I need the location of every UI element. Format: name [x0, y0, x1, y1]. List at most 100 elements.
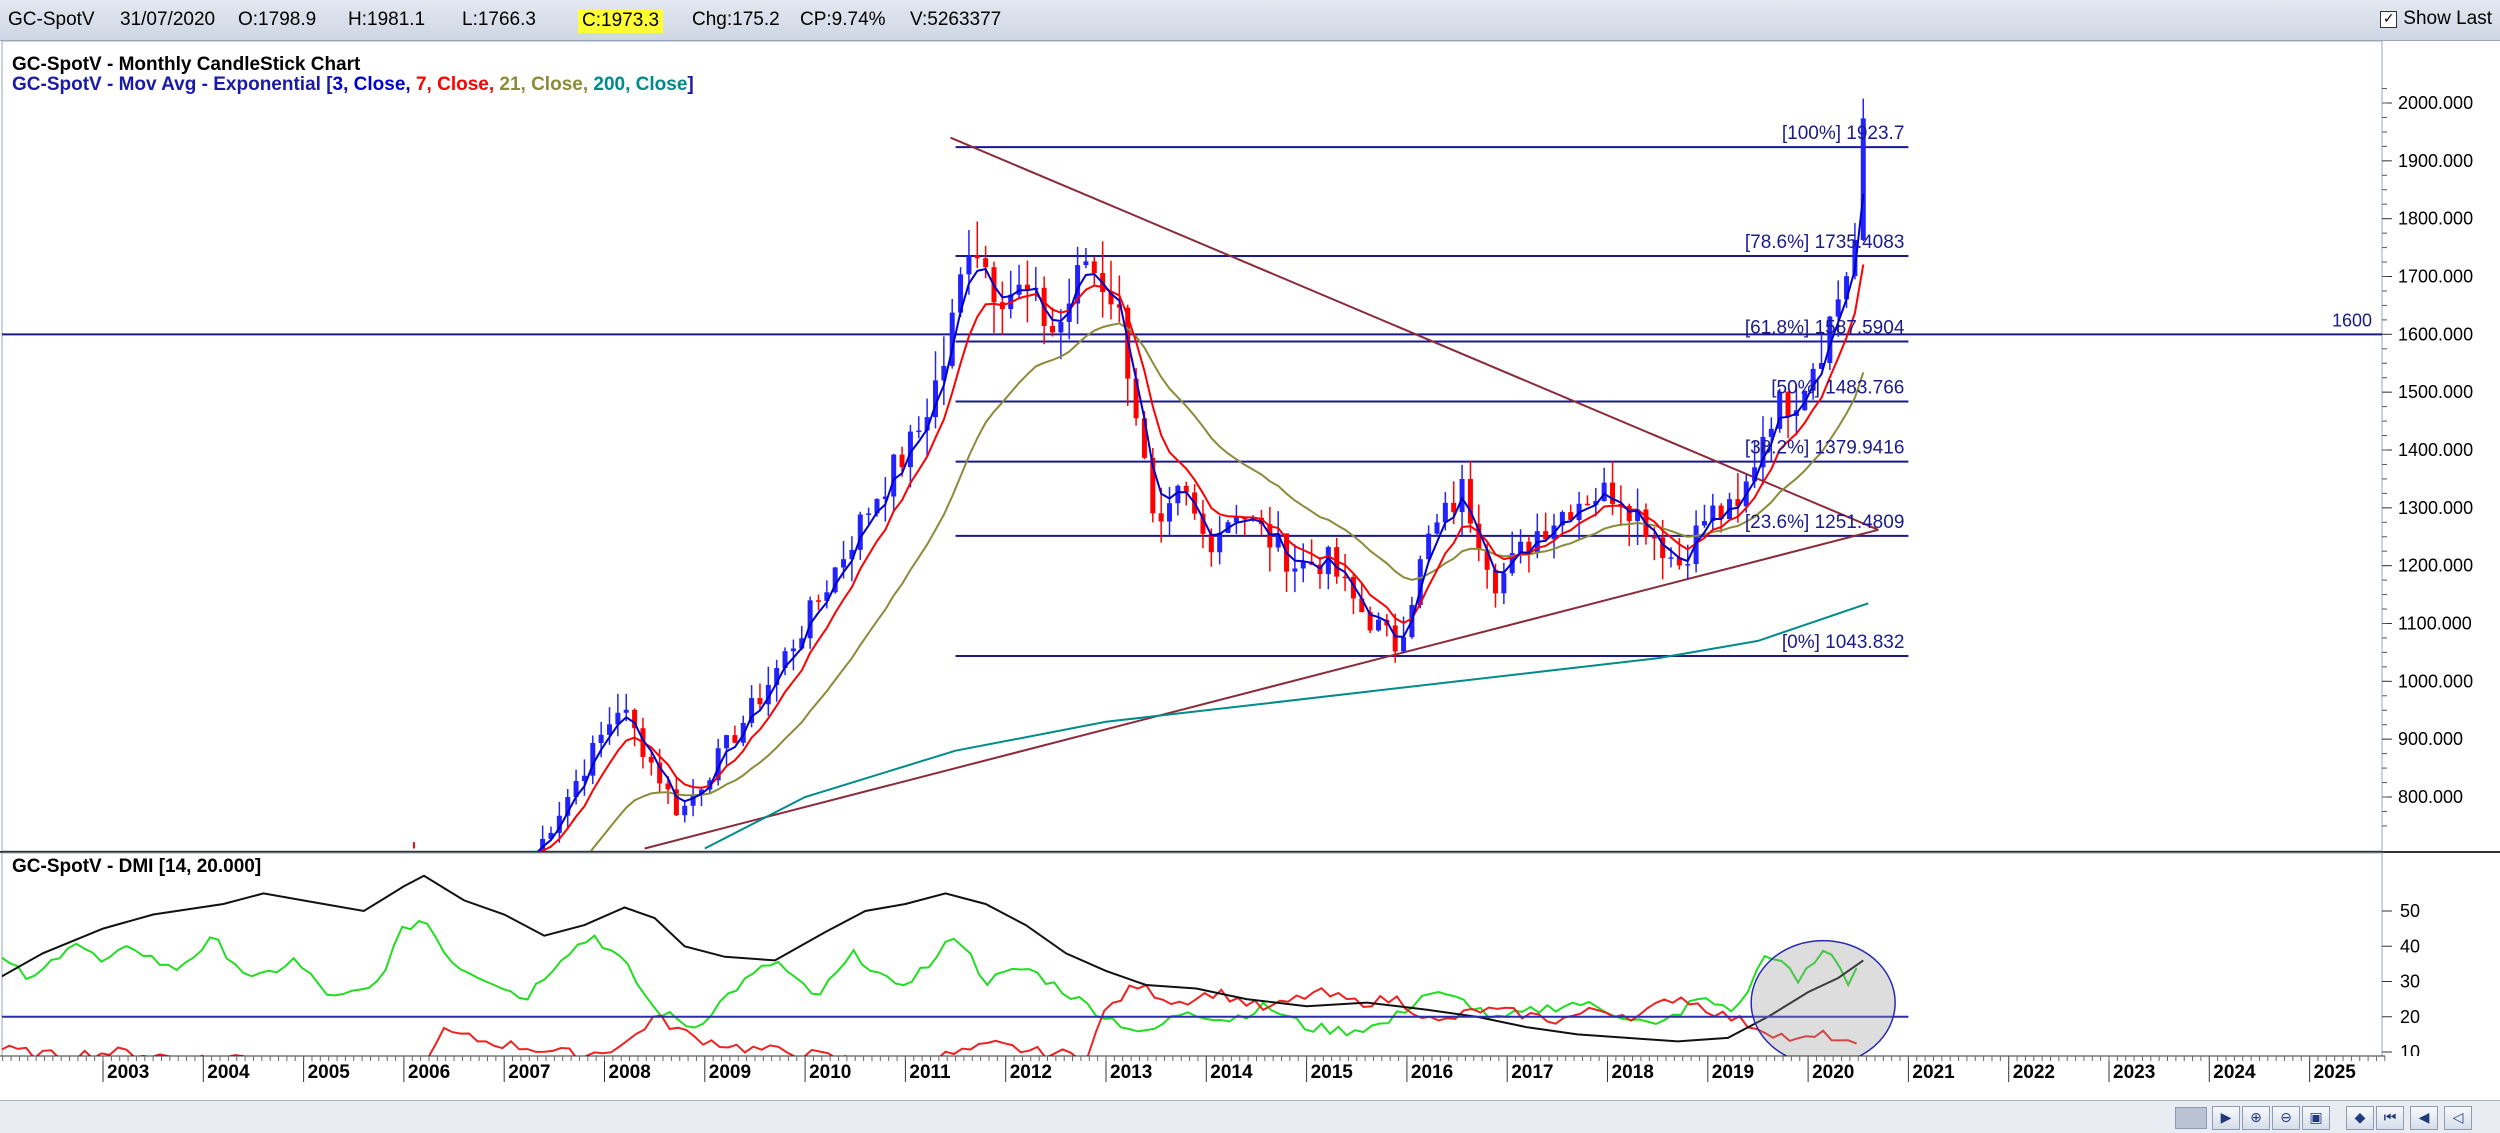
- candle-body: [673, 789, 679, 816]
- show-last-toggle[interactable]: ✓ Show Last: [2380, 8, 2492, 30]
- fib-level-label: [50%] 1483.766: [1771, 378, 1904, 399]
- candle-body: [632, 709, 638, 729]
- candle-body: [1350, 576, 1356, 599]
- show-last-checkbox[interactable]: ✓: [2380, 10, 2398, 28]
- candle-body: [732, 735, 738, 743]
- candle-body: [1818, 362, 1824, 369]
- change-pct-value: CP:9.74%: [800, 9, 886, 30]
- candle-body: [690, 795, 696, 806]
- candle-body: [1610, 482, 1616, 504]
- price-panel[interactable]: 800.000 900.000 1000.000 1100.000 1200.000 13…: [0, 41, 2500, 883]
- di-plus-line: [2, 919, 1858, 1037]
- candle-body: [1417, 559, 1423, 605]
- adx-line: [2, 874, 1864, 1043]
- x-axis-strip: [0, 1056, 2500, 1100]
- candle-body: [1785, 391, 1791, 417]
- price-y-tick-label: 800.000: [2398, 787, 2463, 807]
- candle-body: [966, 255, 972, 275]
- ema-legend-item: 200, Close: [593, 74, 688, 95]
- candle-body: [757, 698, 763, 705]
- candle-body: [1718, 505, 1724, 520]
- candle-body: [1568, 512, 1574, 521]
- fit-icon[interactable]: ◆: [2346, 1106, 2374, 1130]
- dmi-y-tick-label: 30: [2400, 972, 2420, 992]
- candle-body: [1208, 533, 1214, 553]
- candle-body: [1559, 512, 1565, 526]
- candle-body: [1108, 292, 1114, 305]
- candle-body: [916, 430, 922, 433]
- ema3-line: [537, 193, 1865, 851]
- candle-body: [665, 783, 671, 790]
- step-forward-icon[interactable]: ◁: [2444, 1106, 2472, 1130]
- candle-body: [648, 756, 654, 763]
- candle-body: [807, 600, 813, 639]
- candle-body: [815, 600, 821, 602]
- candle-body: [623, 709, 629, 713]
- show-last-label: Show Last: [2403, 8, 2492, 29]
- candle-body: [774, 668, 780, 685]
- candle-body: [1844, 276, 1850, 300]
- save-icon[interactable]: ▣: [2302, 1106, 2330, 1130]
- open-value: O:1798.9: [238, 9, 317, 30]
- candle-body: [1476, 523, 1482, 550]
- candle-body: [1342, 576, 1348, 579]
- candle-body: [615, 712, 621, 725]
- di-minus-line: [2, 983, 1857, 1057]
- horizontal-1600-label: 1600: [2332, 310, 2372, 330]
- candle-body: [1426, 533, 1432, 560]
- candle-body: [1217, 532, 1223, 553]
- candle-body: [1676, 557, 1682, 566]
- price-y-tick-label: 1800.000: [2398, 209, 2473, 229]
- candle-body: [1150, 457, 1156, 514]
- candle-body: [548, 832, 554, 839]
- x-tick-label: 2014: [1210, 1062, 1253, 1083]
- ema-legend: GC-SpotV - Mov Avg - Exponential [3, Clo…: [12, 74, 694, 96]
- candle-body: [1685, 564, 1691, 566]
- candle-body: [1392, 625, 1398, 652]
- candle-body: [1835, 299, 1841, 317]
- candle-body: [1300, 561, 1306, 569]
- candle-body: [1200, 513, 1206, 534]
- fib-level-label: [61.8%] 1587.5904: [1745, 318, 1905, 339]
- price-y-tick-label: 900.000: [2398, 729, 2463, 749]
- candle-body: [857, 514, 863, 550]
- candle-body: [607, 724, 613, 735]
- x-tick-label: 2021: [1912, 1062, 1955, 1083]
- x-tick-label: 2022: [2013, 1062, 2055, 1083]
- price-y-tick-label: 1900.000: [2398, 151, 2473, 171]
- x-tick-label: 2020: [1812, 1062, 1854, 1083]
- candle-body: [1777, 391, 1783, 429]
- candle-body: [1359, 598, 1365, 613]
- candle-body: [1467, 479, 1473, 524]
- candle-body: [1492, 569, 1498, 594]
- x-tick-label: 2007: [508, 1062, 550, 1083]
- candle-body: [1183, 485, 1189, 493]
- candle-body: [891, 454, 897, 497]
- candle-body: [1501, 573, 1507, 594]
- candle-body: [1325, 547, 1331, 575]
- high-value: H:1981.1: [348, 9, 426, 30]
- candle-body: [882, 496, 888, 500]
- zoom-in-icon[interactable]: ⊕: [2242, 1106, 2270, 1130]
- scroll-bar[interactable]: ▶ ⊕ ⊖ ▣ ◆ ⏮ ◀ ◁: [0, 1100, 2500, 1133]
- candle-body: [1710, 505, 1716, 522]
- toolbar: GC-SpotV 31/07/2020 O:1798.9 H:1981.1 L:…: [0, 0, 2500, 41]
- chart-canvas[interactable]: 800.000 900.000 1000.000 1100.000 1200.000 13…: [0, 41, 2500, 1100]
- scroll-thumb[interactable]: [2175, 1107, 2207, 1129]
- scroll-right-icon[interactable]: ▶: [2212, 1106, 2240, 1130]
- candle-body: [1233, 517, 1239, 523]
- zoom-out-icon[interactable]: ⊖: [2272, 1106, 2300, 1130]
- candle-body: [799, 638, 805, 649]
- candle-body: [899, 454, 905, 468]
- candle-body: [1024, 284, 1030, 290]
- candle-body: [724, 735, 730, 749]
- candle-body: [573, 780, 579, 798]
- x-axis: 2003 2004 2005 2006 2007 2008 2009 2010 2011 2012…: [0, 1055, 2500, 1100]
- skip-start-icon[interactable]: ⏮: [2376, 1106, 2404, 1130]
- candle-body: [874, 499, 880, 514]
- step-back-icon[interactable]: ◀: [2410, 1106, 2438, 1130]
- candle-body: [1133, 378, 1139, 419]
- candle-body: [581, 775, 587, 781]
- price-y-tick-label: 1300.000: [2398, 498, 2473, 518]
